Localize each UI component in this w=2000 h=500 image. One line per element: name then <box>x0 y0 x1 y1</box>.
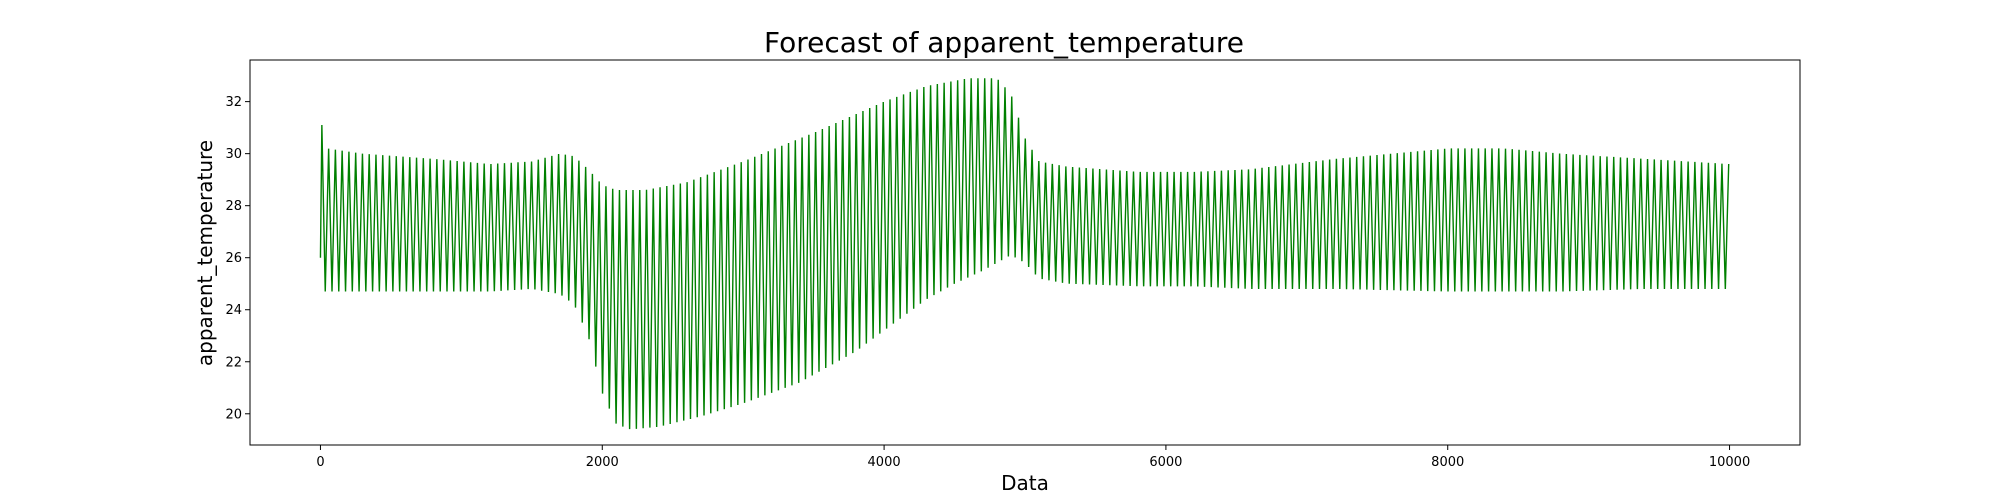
y-tick-label: 24 <box>225 303 242 318</box>
x-axis: 0 2000 4000 6000 8000 10000 <box>316 445 1750 470</box>
x-tick-label: 2000 <box>586 455 619 470</box>
y-tick-label: 26 <box>225 251 242 266</box>
x-tick-label: 8000 <box>1431 455 1464 470</box>
x-tick-label: 0 <box>316 455 324 470</box>
series-line-0 <box>319 78 1730 430</box>
y-tick-label: 32 <box>225 95 242 110</box>
y-tick-label: 20 <box>225 407 242 422</box>
x-axis-label: Data <box>1001 471 1049 495</box>
x-tick-label: 4000 <box>868 455 901 470</box>
y-axis: 20 22 24 26 28 30 32 <box>225 95 250 422</box>
series-group <box>319 78 1730 430</box>
x-tick-label: 6000 <box>1149 455 1182 470</box>
plot-area <box>249 59 1801 446</box>
y-tick-label: 30 <box>225 147 242 162</box>
chart-title: Forecast of apparent_temperature <box>764 26 1244 59</box>
y-tick-label: 22 <box>225 355 242 370</box>
y-tick-label: 28 <box>225 199 242 214</box>
y-axis-label: apparent_temperature <box>193 140 217 366</box>
x-tick-label: 10000 <box>1709 455 1750 470</box>
